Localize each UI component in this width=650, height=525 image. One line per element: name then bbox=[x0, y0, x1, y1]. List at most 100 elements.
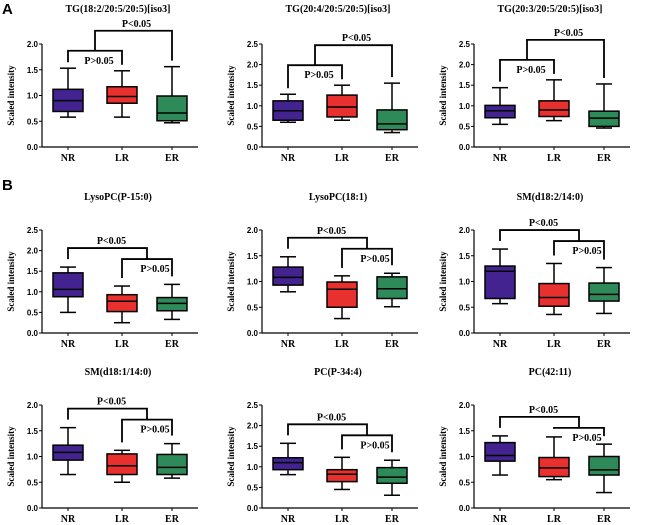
y-tick-label: 0.0 bbox=[27, 143, 39, 152]
x-tick-label: ER bbox=[165, 153, 180, 164]
box-lr bbox=[106, 293, 138, 313]
box-lr bbox=[538, 282, 570, 307]
x-tick-label: ER bbox=[165, 339, 180, 350]
y-tick-label: 1.5 bbox=[27, 66, 39, 75]
x-tick-label: NR bbox=[61, 514, 76, 525]
y-tick-label: 0.5 bbox=[247, 122, 259, 131]
y-tick-label: 0.0 bbox=[27, 504, 39, 513]
p-value-outer: P<0.05 bbox=[97, 397, 126, 408]
x-tick-label: NR bbox=[493, 514, 508, 525]
x-tick-label: ER bbox=[385, 339, 400, 350]
panel-letter: A bbox=[2, 1, 13, 18]
panel-title: TG(20:3/20:5/20:5)[iso3] bbox=[498, 4, 603, 15]
p-value-inner: P>0.05 bbox=[516, 65, 545, 76]
y-tick-label: 2.0 bbox=[247, 422, 259, 431]
panel-title: TG(18:2/20:5/20:5)[iso3] bbox=[66, 4, 171, 15]
p-value-outer: P<0.05 bbox=[97, 236, 126, 247]
box-lr bbox=[538, 456, 570, 478]
bracket-outer bbox=[67, 247, 148, 260]
box-nr bbox=[272, 456, 304, 471]
panel-title: SM(d18:2/14:0) bbox=[517, 192, 584, 203]
y-tick-label: 0.0 bbox=[247, 329, 259, 338]
x-tick-label: ER bbox=[385, 153, 400, 164]
y-tick-label: 1.5 bbox=[459, 252, 471, 261]
y-tick-label: 1.5 bbox=[459, 81, 471, 90]
y-tick-label: 2.0 bbox=[247, 226, 259, 235]
box-lr bbox=[106, 453, 138, 476]
x-tick-label: LR bbox=[115, 339, 130, 350]
y-tick-label: 1.0 bbox=[459, 102, 471, 111]
box-lr bbox=[326, 281, 358, 308]
y-tick-label: 0.5 bbox=[247, 303, 259, 312]
x-tick-label: NR bbox=[281, 339, 296, 350]
p-value-inner: P>0.05 bbox=[304, 70, 333, 81]
y-tick-label: 1.5 bbox=[27, 427, 39, 436]
bracket-outer bbox=[499, 416, 580, 428]
box-lr bbox=[326, 94, 358, 118]
box-er bbox=[156, 95, 188, 122]
y-tick-label: 0.5 bbox=[459, 303, 471, 312]
x-tick-label: LR bbox=[547, 339, 562, 350]
boxplot-panel: TG(18:2/20:5/20:5)[iso3] Scaled intensity… bbox=[6, 4, 198, 164]
boxplot-panel: SM(d18:1/14:0) Scaled intensity 0.0 0.5 1.0 1… bbox=[6, 367, 198, 525]
y-tick-label: 2.5 bbox=[459, 40, 471, 49]
panel-title: PC(42:11) bbox=[529, 367, 572, 378]
x-tick-label: LR bbox=[115, 514, 130, 525]
box-er bbox=[376, 276, 408, 300]
x-tick-label: LR bbox=[547, 153, 562, 164]
y-axis-label: Scaled intensity bbox=[6, 65, 16, 126]
x-tick-label: NR bbox=[281, 153, 296, 164]
y-tick-label: 2.0 bbox=[459, 226, 471, 235]
p-value-inner: P>0.05 bbox=[572, 246, 601, 257]
y-tick-label: 2.0 bbox=[27, 40, 39, 49]
y-tick-label: 1.5 bbox=[247, 81, 259, 90]
box-lr bbox=[326, 468, 358, 483]
x-tick-label: LR bbox=[335, 514, 350, 525]
x-tick-label: LR bbox=[335, 153, 350, 164]
box-nr bbox=[484, 104, 516, 119]
p-value-inner: P>0.05 bbox=[84, 56, 113, 67]
y-tick-label: 1.5 bbox=[247, 252, 259, 261]
x-tick-label: LR bbox=[335, 339, 350, 350]
box-lr bbox=[106, 85, 138, 104]
x-tick-label: ER bbox=[597, 153, 612, 164]
y-axis-label: Scaled intensity bbox=[226, 251, 236, 312]
panel-title: LysoPC(P-15:0) bbox=[84, 192, 152, 203]
boxplot-panel: SM(d18:2/14:0) Scaled intensity 0.0 0.5 1.0 1… bbox=[438, 192, 630, 350]
boxplot-panel: LysoPC(18:1) Scaled intensity 0.0 0.5 1.0 1.5… bbox=[226, 192, 418, 350]
box-nr bbox=[272, 266, 304, 286]
box-er bbox=[588, 455, 620, 476]
p-value-outer: P<0.05 bbox=[554, 28, 583, 39]
bracket-outer bbox=[287, 236, 368, 249]
x-tick-label: NR bbox=[281, 514, 296, 525]
y-tick-label: 0.0 bbox=[459, 504, 471, 513]
y-tick-label: 1.5 bbox=[27, 267, 39, 276]
y-tick-label: 1.5 bbox=[247, 442, 259, 451]
box-er bbox=[156, 453, 188, 476]
box-er bbox=[156, 296, 188, 312]
y-tick-label: 2.5 bbox=[247, 40, 259, 49]
y-axis-label: Scaled intensity bbox=[438, 251, 448, 312]
y-tick-label: 1.0 bbox=[27, 453, 39, 462]
y-tick-label: 0.5 bbox=[459, 122, 471, 131]
box-er bbox=[588, 282, 620, 302]
p-value-inner: P>0.05 bbox=[360, 254, 389, 265]
y-tick-label: 2.5 bbox=[247, 401, 259, 410]
boxplot-panel: TG(20:4/20:5/20:5)[iso3] Scaled intensity… bbox=[226, 4, 418, 164]
p-value-outer: P<0.05 bbox=[317, 226, 346, 237]
y-tick-label: 1.0 bbox=[27, 92, 39, 101]
x-tick-label: NR bbox=[61, 153, 76, 164]
x-tick-label: NR bbox=[493, 339, 508, 350]
x-tick-label: ER bbox=[385, 514, 400, 525]
y-tick-label: 0.0 bbox=[247, 143, 259, 152]
x-tick-label: ER bbox=[165, 514, 180, 525]
y-tick-label: 1.0 bbox=[247, 463, 259, 472]
box-lr bbox=[538, 100, 570, 118]
y-tick-label: 2.5 bbox=[27, 226, 39, 235]
box-nr bbox=[52, 272, 84, 298]
y-tick-label: 0.5 bbox=[27, 478, 39, 487]
box-er bbox=[376, 109, 408, 131]
y-tick-label: 2.0 bbox=[27, 247, 39, 256]
boxplot-panel: TG(20:3/20:5/20:5)[iso3] Scaled intensity… bbox=[438, 4, 630, 164]
p-value-inner: P>0.05 bbox=[140, 264, 169, 275]
